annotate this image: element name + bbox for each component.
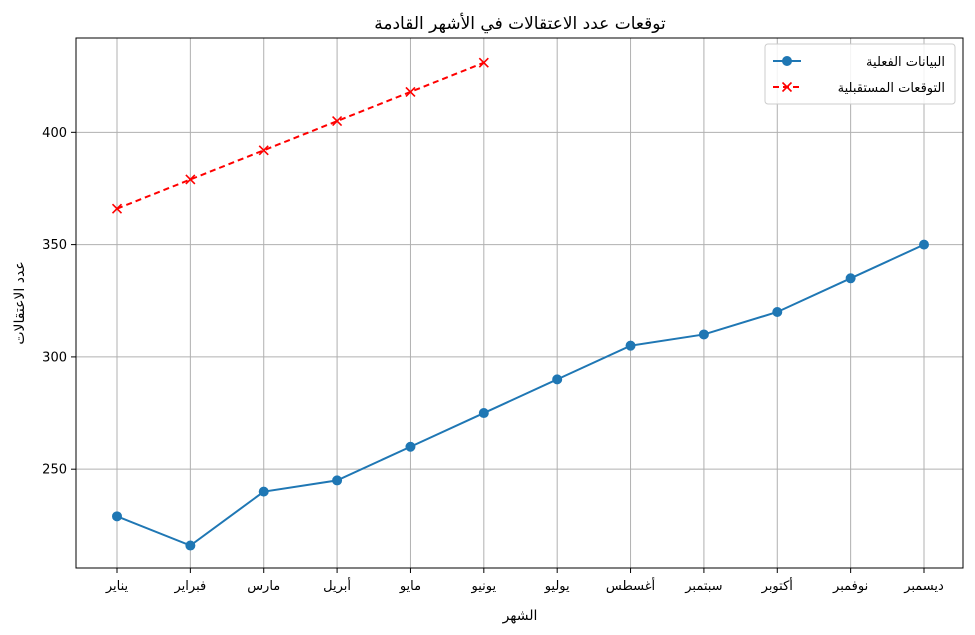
x-tick-label: فبراير — [174, 579, 207, 594]
x-tick-label: ديسمبر — [903, 579, 944, 594]
plot-frame — [75, 37, 964, 569]
data-point — [782, 56, 792, 66]
data-point — [478, 408, 489, 419]
legend: البيانات الفعلية التوقعات المستقبلية — [764, 43, 956, 105]
y-tick-label: 250 — [42, 463, 67, 478]
x-tick-label: يناير — [105, 579, 129, 594]
legend-box — [764, 43, 956, 105]
data-point — [332, 475, 343, 486]
y-axis-label: عدد الاعتقالات — [12, 261, 28, 344]
y-tick-label: 350 — [42, 238, 67, 253]
tick-layer: يناير فبراير مارس أبريل مايو يونيو يوليو أغسطس س… — [42, 126, 944, 594]
x-tick-label: مايو — [399, 579, 421, 594]
series-line — [116, 61, 485, 210]
x-tick-label: نوفمبر — [832, 579, 868, 594]
series — [111, 57, 489, 214]
x-tick-label: أبريل — [323, 577, 351, 594]
y-tick-label: 300 — [42, 350, 67, 365]
y-tick-label: 400 — [42, 126, 67, 141]
data-point — [405, 441, 416, 452]
chart-title: توقعات عدد الاعتقالات في الأشهر القادمة — [374, 13, 666, 34]
data-point — [185, 174, 196, 185]
data-point — [405, 86, 416, 97]
x-tick-label: يونيو — [471, 579, 497, 594]
data-point — [919, 239, 929, 250]
x-axis-label: الشهر — [502, 608, 538, 624]
data-point — [552, 374, 563, 385]
data-point — [698, 329, 709, 340]
legend-label: البيانات الفعلية — [866, 55, 945, 70]
series-layer — [111, 57, 929, 551]
x-tick-label: سبتمبر — [684, 579, 722, 594]
data-point — [111, 203, 123, 214]
data-point — [332, 116, 343, 127]
data-point — [258, 486, 269, 497]
data-point — [845, 273, 856, 284]
data-point — [112, 511, 122, 522]
x-tick-label: أكتوبر — [761, 577, 793, 594]
data-point — [772, 306, 783, 317]
series — [112, 239, 929, 551]
legend-item: البيانات الفعلية — [773, 55, 945, 70]
data-point — [625, 340, 636, 351]
x-tick-label: مارس — [247, 579, 280, 594]
legend-item: التوقعات المستقبلية — [773, 81, 945, 96]
data-point — [185, 540, 196, 551]
data-point — [781, 81, 793, 93]
x-tick-label: أغسطس — [606, 577, 655, 594]
data-point — [478, 57, 489, 68]
data-point — [258, 145, 269, 156]
x-tick-label: يوليو — [544, 579, 570, 594]
grid — [76, 38, 963, 568]
legend-label: التوقعات المستقبلية — [838, 81, 945, 96]
series-line — [116, 243, 925, 547]
